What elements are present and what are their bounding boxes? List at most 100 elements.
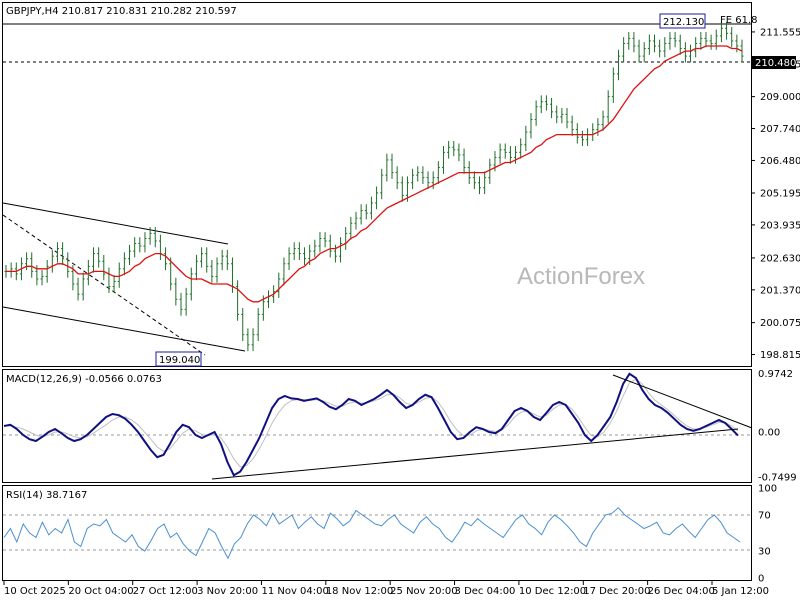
candle [472,171,476,190]
candle [570,115,574,136]
candle [483,171,487,195]
candle [735,34,739,53]
candle [117,262,121,288]
candle [128,244,132,266]
candle [390,153,394,179]
lower-channel-line [2,306,246,352]
price-candles [4,21,744,352]
candle [709,34,713,50]
candle [164,247,168,271]
candle [668,32,672,50]
candle [555,105,559,124]
candle [436,161,440,184]
candle [658,39,662,58]
time-tick-label: 18 Nov 12:00 [326,586,393,597]
candle [462,148,466,174]
candle [81,272,85,301]
candle [508,146,512,164]
candle [215,257,219,283]
candle [400,176,404,202]
candle [287,247,291,271]
candle [339,237,343,263]
candle [514,146,518,164]
candle [678,34,682,55]
candle [184,287,188,316]
candle [61,242,65,266]
candle [544,95,548,111]
candle [303,247,307,266]
candle [45,259,49,283]
rsi-tick-label: 0 [758,574,764,585]
high-label-box [659,13,706,29]
candle [498,143,502,164]
candle [313,239,317,258]
candle [565,108,569,129]
candle [241,308,245,342]
price-tick-label: 207.740 [760,124,800,135]
candle [385,153,389,182]
candle [575,123,579,144]
macd-line [3,372,739,477]
candle [606,90,610,124]
macd-tick-label: 0.00 [758,428,780,439]
candle [683,42,687,63]
fe-label: FE 61.8 [720,15,758,26]
price-axis: 211.555210.295209.000207.740206.480205.1… [751,27,800,361]
candle [550,97,554,119]
candle [220,249,224,271]
candle [596,118,600,136]
rsi-line [3,507,741,560]
candle [179,292,183,316]
candle [225,249,229,271]
candle [112,275,116,293]
candle [369,196,373,220]
candle [524,125,528,152]
candle [457,143,461,162]
candle [616,49,620,81]
candle [333,244,337,263]
candle [194,254,198,281]
candle [503,143,507,159]
candle [256,308,260,342]
time-tick-label: 11 Nov 04:00 [261,586,328,597]
candle [421,166,425,184]
candle [359,204,363,225]
time-tick-label: 3 Nov 20:00 [197,586,258,597]
candle [663,37,667,58]
candle [411,168,415,190]
candle [323,232,327,248]
price-tick-label: 206.480 [760,156,800,167]
candle [452,140,456,157]
price-tick-label: 198.815 [760,350,800,361]
candle [246,328,250,352]
price-panel-frame [2,2,752,367]
candle [560,108,564,124]
candle [447,140,451,159]
low-label: 199.040 [159,355,200,366]
candle [375,186,379,210]
candle [153,227,157,248]
candle [277,272,281,298]
candle [143,232,147,253]
candle [55,242,59,263]
candle [189,267,193,301]
candle [66,252,70,278]
candle [637,39,641,63]
time-tick-label: 3 Dec 04:00 [455,586,516,597]
candle [292,242,296,260]
candle [169,257,173,291]
upper-channel-line [2,202,229,245]
candle [653,34,657,53]
candle [431,171,435,190]
candle [478,176,482,195]
time-tick-label: 26 Dec 04:00 [648,586,715,597]
macd-support-trendline [211,428,739,480]
candle [25,252,29,271]
candle [647,34,651,55]
candle [642,42,646,63]
time-tick-label: 17 Dec 20:00 [583,586,650,597]
time-tick-label: 20 Oct 04:00 [68,586,133,597]
candle [730,26,734,48]
candle [210,259,214,283]
